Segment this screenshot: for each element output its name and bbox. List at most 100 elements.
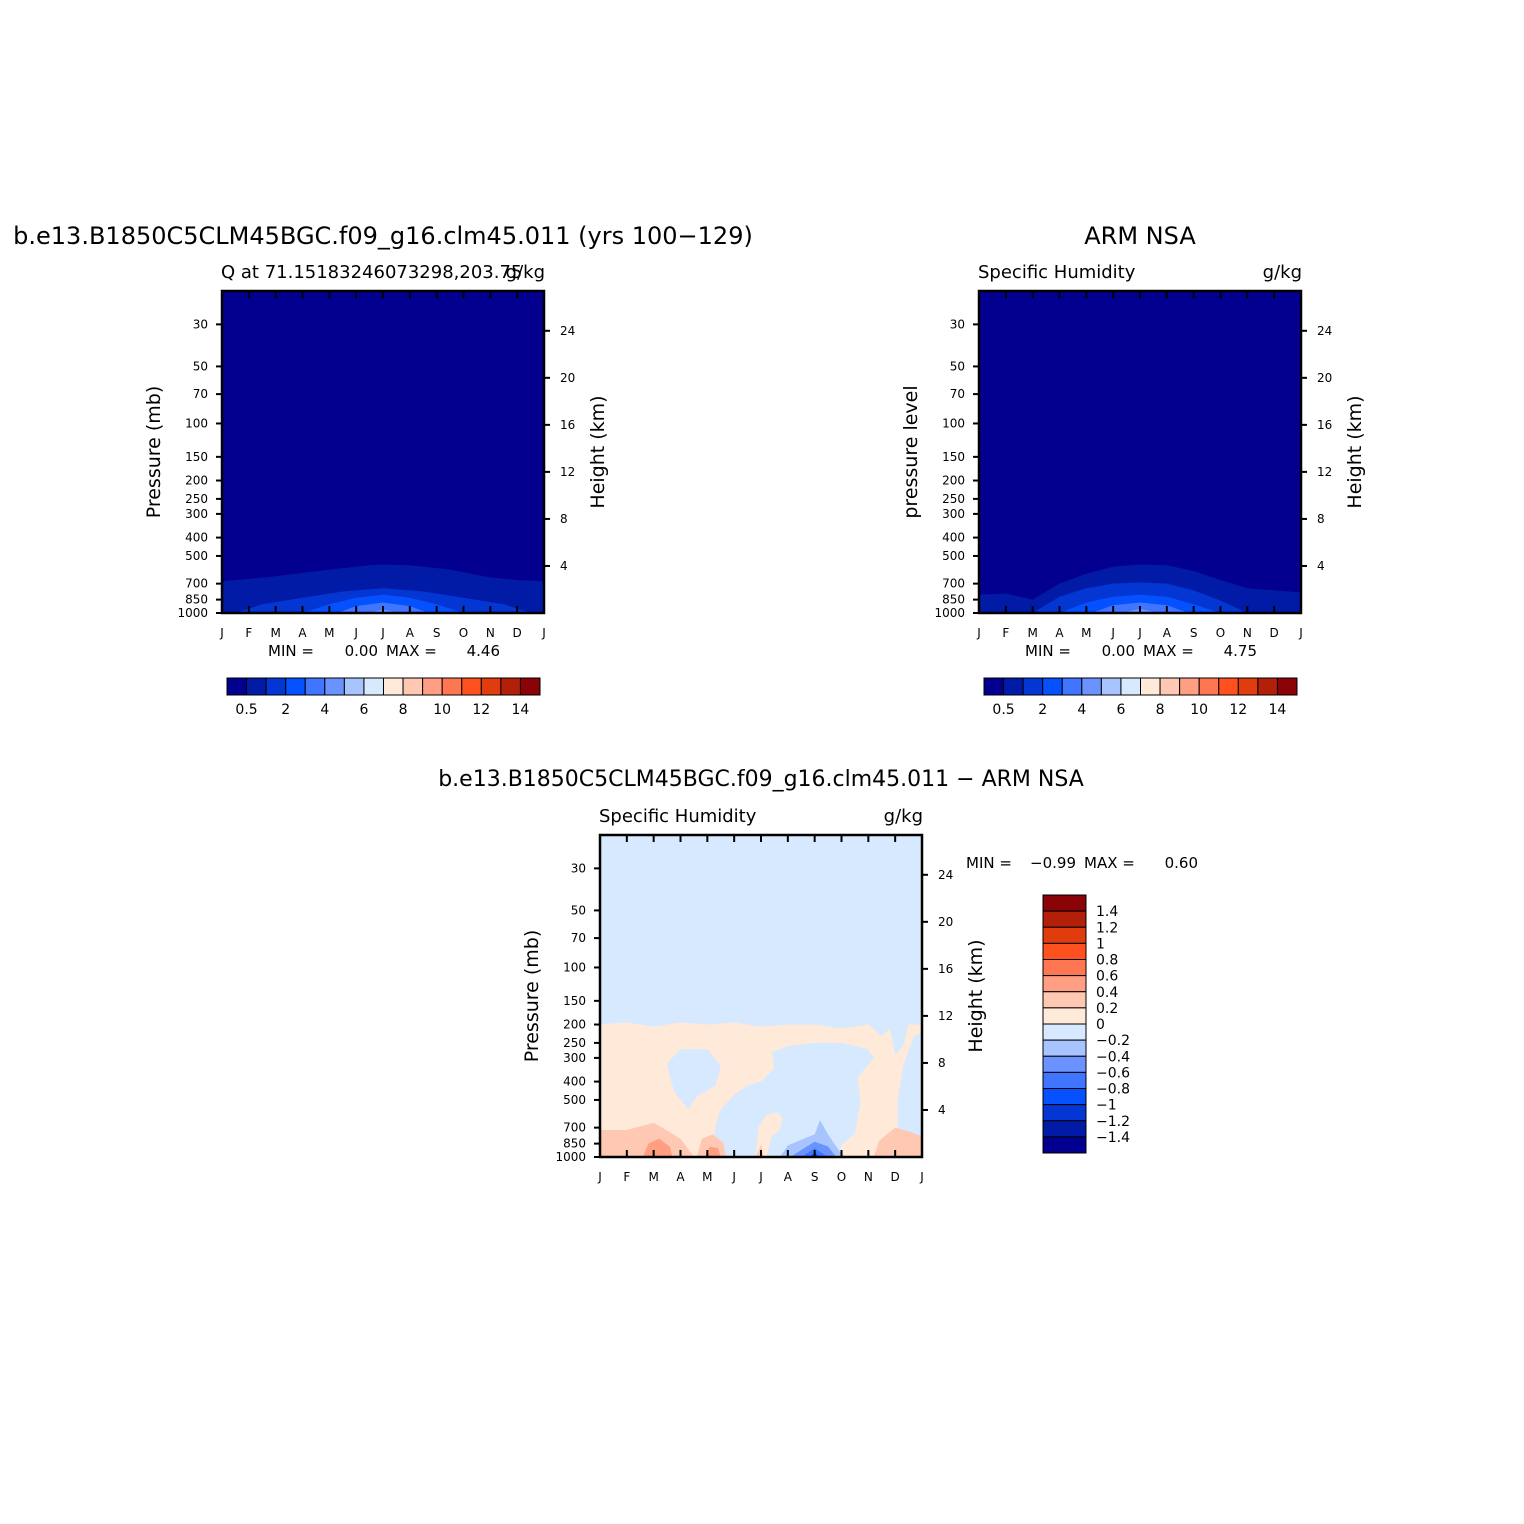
x-tick-label: N	[864, 1170, 873, 1184]
panel-subtitle: Q at 71.15183246073298,203.75	[221, 262, 522, 283]
y-tick-label: 300	[185, 507, 208, 521]
colorbar-box	[402, 677, 424, 696]
colorbar-label: 1.4	[1096, 904, 1118, 920]
y2-tick-label: 12	[938, 1009, 953, 1023]
contour-region	[667, 1049, 721, 1110]
colorbar-box	[1081, 677, 1102, 696]
colorbar-box	[1042, 1104, 1087, 1122]
y-tick-label: 250	[563, 1036, 586, 1050]
colorbar-box	[1042, 1120, 1087, 1138]
x-tick-label: M	[648, 1170, 658, 1184]
colorbar-label: −0.8	[1096, 1082, 1130, 1098]
max-label: MAX =	[386, 642, 437, 660]
model-panel: b.e13.B1850C5CLM45BGC.f09_g16.clm45.011 …	[13, 222, 753, 718]
x-tick-label: A	[298, 626, 307, 640]
colorbar-box	[1257, 677, 1278, 696]
y-tick-label: 300	[942, 507, 965, 521]
colorbar-label: 0.4	[1096, 985, 1118, 1001]
y-tick-label: 30	[193, 317, 208, 331]
y2-tick-label: 24	[1317, 324, 1332, 338]
colorbar-label: 1.2	[1096, 920, 1118, 936]
colorbar-box	[226, 677, 248, 696]
x-tick-label: S	[1190, 626, 1198, 640]
colorbar-box	[1042, 1039, 1087, 1057]
colorbar-label: −0.6	[1096, 1065, 1130, 1081]
x-tick-label: O	[837, 1170, 846, 1184]
y-tick-label: 70	[950, 387, 965, 401]
contour-region	[897, 1032, 922, 1157]
colorbar-box	[1042, 1088, 1087, 1106]
colorbar-box	[1159, 677, 1181, 696]
colorbar-label: 8	[399, 702, 408, 718]
colorbar-box	[1042, 975, 1087, 993]
colorbar-box	[983, 677, 1005, 696]
colorbar-box	[519, 677, 541, 696]
colorbar-label: 0.2	[1096, 1001, 1118, 1017]
y-tick-label: 30	[571, 861, 586, 875]
y2-tick-label: 8	[1317, 512, 1325, 526]
min-value: 0.00	[345, 642, 378, 660]
colorbar-box	[1042, 1071, 1087, 1089]
x-tick-label: N	[1243, 626, 1252, 640]
colorbar-box	[461, 677, 482, 696]
colorbar-box	[1003, 677, 1024, 696]
x-tick-label: J	[1137, 626, 1142, 640]
x-tick-label: M	[702, 1170, 712, 1184]
y-tick-label: 200	[563, 1018, 586, 1032]
contour-region	[755, 1112, 783, 1157]
units-label: g/kg	[506, 262, 545, 283]
min-label: MIN =	[966, 854, 1012, 872]
colorbar-box	[363, 677, 384, 696]
y-tick-label: 700	[563, 1121, 586, 1135]
units-label: g/kg	[884, 806, 923, 827]
colorbar-box	[1140, 677, 1161, 696]
y-tick-label: 200	[942, 474, 965, 488]
x-tick-label: A	[784, 1170, 793, 1184]
colorbar-label: 10	[1190, 702, 1208, 718]
y-tick-label: 500	[185, 549, 208, 563]
x-tick-label: M	[1027, 626, 1037, 640]
y-tick-label: 300	[563, 1051, 586, 1065]
colorbar-box	[1218, 677, 1239, 696]
colorbar-box	[1179, 677, 1200, 696]
y-tick-label: 200	[185, 474, 208, 488]
x-tick-label: J	[380, 626, 385, 640]
colorbar-box	[1042, 677, 1063, 696]
colorbar-box	[1042, 942, 1087, 960]
colorbar-label: 6	[359, 702, 368, 718]
y-tick-label: 150	[942, 450, 965, 464]
x-tick-label: S	[433, 626, 441, 640]
colorbar-box	[285, 677, 306, 696]
colorbar-label: 4	[1077, 702, 1086, 718]
x-tick-label: A	[406, 626, 415, 640]
y-tick-label: 250	[942, 492, 965, 506]
x-tick-label: J	[1298, 626, 1303, 640]
x-tick-label: S	[811, 1170, 819, 1184]
contour-region	[642, 1138, 673, 1157]
obs-panel: ARM NSA Specific Humidity g/kg J F M A M J J A S O N D…	[900, 222, 1366, 718]
x-tick-label: J	[758, 1170, 763, 1184]
y-tick-label: 50	[193, 359, 208, 373]
y2-tick-label: 4	[560, 559, 568, 573]
min-label: MIN =	[268, 642, 314, 660]
colorbar-box	[1276, 677, 1298, 696]
y-tick-label: 150	[563, 994, 586, 1008]
colorbar-box	[304, 677, 326, 696]
max-label: MAX =	[1084, 854, 1135, 872]
plot-background	[222, 291, 544, 613]
units-label: g/kg	[1263, 262, 1302, 283]
y-tick-label: 250	[185, 492, 208, 506]
y-tick-label: 50	[950, 359, 965, 373]
y2-tick-label: 16	[938, 962, 953, 976]
x-tick-label: A	[1163, 626, 1172, 640]
colorbar-label: −0.2	[1096, 1033, 1130, 1049]
colorbar-box	[1042, 1007, 1087, 1025]
colorbar-box	[1100, 677, 1122, 696]
x-tick-label: J	[1110, 626, 1115, 640]
colorbar-box	[343, 677, 365, 696]
colorbar-label: 0.6	[1096, 969, 1118, 985]
x-tick-label: F	[623, 1170, 630, 1184]
x-tick-label: A	[1055, 626, 1064, 640]
y-tick-label: 700	[942, 577, 965, 591]
